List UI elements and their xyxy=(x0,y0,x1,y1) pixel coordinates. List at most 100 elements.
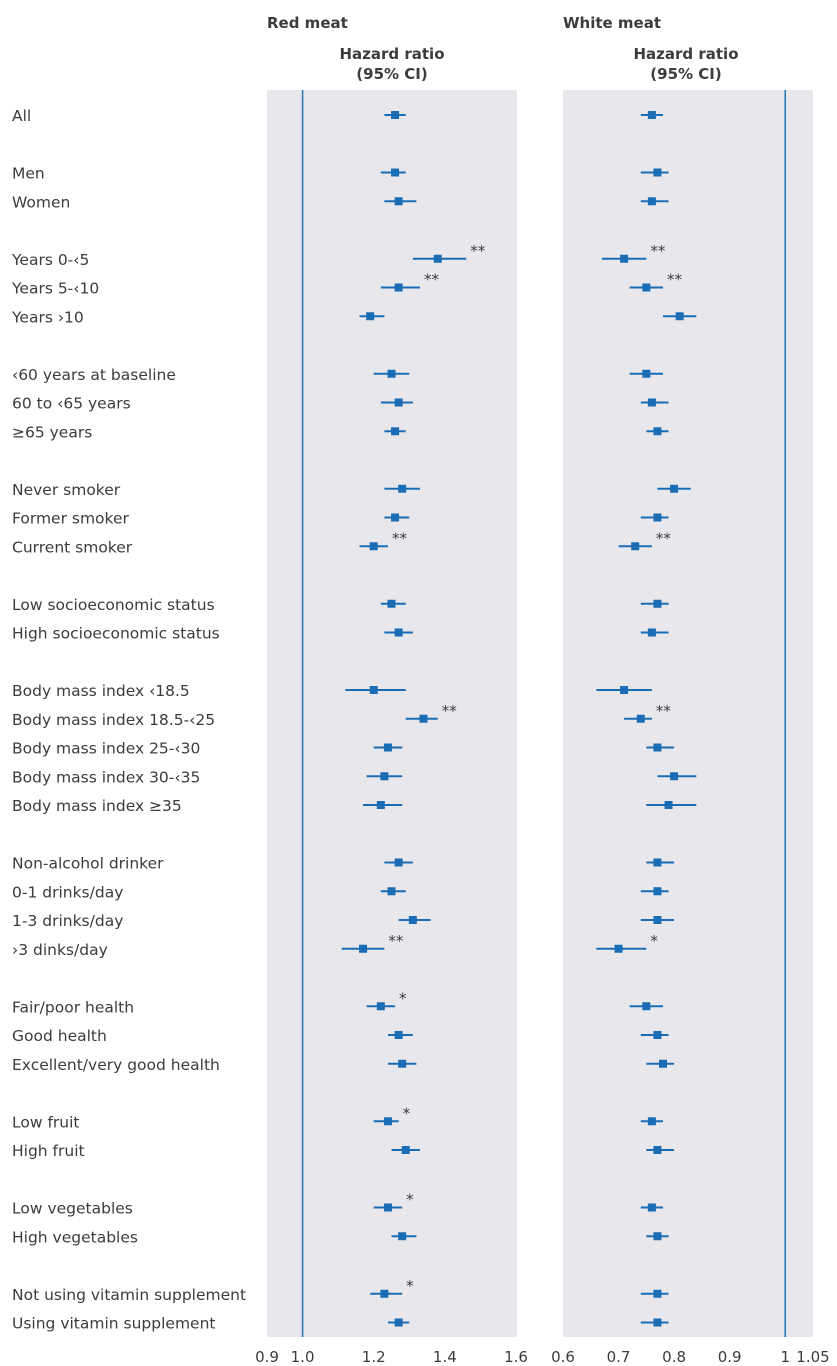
estimate-marker xyxy=(642,369,651,378)
estimate-marker xyxy=(653,427,662,436)
row-label: Years 5-‹10 xyxy=(11,280,99,298)
row-label: ‹60 years at baseline xyxy=(12,366,176,384)
estimate-marker xyxy=(653,743,662,752)
row-label: 60 to ‹65 years xyxy=(12,395,131,413)
significance-marker: ** xyxy=(656,529,672,547)
significance-marker: ** xyxy=(656,702,672,720)
estimate-marker xyxy=(642,283,651,292)
tick-label: 1.05 xyxy=(796,1348,829,1366)
estimate-marker xyxy=(670,484,679,493)
estimate-marker xyxy=(398,1232,407,1241)
row-label: Not using vitamin supplement xyxy=(12,1286,246,1304)
row-label: Body mass index 30-‹35 xyxy=(12,768,200,786)
row-label: High socioeconomic status xyxy=(12,625,220,643)
significance-marker: ** xyxy=(442,702,458,720)
estimate-marker xyxy=(391,427,400,436)
estimate-marker xyxy=(394,1031,403,1039)
estimate-marker xyxy=(401,1146,410,1154)
panel-background-1 xyxy=(563,90,813,1337)
estimate-marker xyxy=(433,254,442,263)
estimate-marker xyxy=(647,1203,656,1212)
estimate-marker xyxy=(642,1002,651,1011)
row-label: Years 0-‹5 xyxy=(11,251,89,269)
significance-marker: ** xyxy=(392,529,408,547)
row-label: Current smoker xyxy=(12,538,133,556)
row-label: Body mass index ‹18.5 xyxy=(12,682,190,700)
tick-label: 1.6 xyxy=(504,1348,528,1366)
estimate-marker xyxy=(366,312,375,321)
estimate-marker xyxy=(383,1117,392,1126)
estimate-marker xyxy=(383,743,392,752)
header-label: (95% CI) xyxy=(650,65,721,83)
estimate-marker xyxy=(647,1117,656,1126)
header-label: (95% CI) xyxy=(356,65,427,83)
header-label: Hazard ratio xyxy=(633,45,738,63)
estimate-marker xyxy=(675,312,684,321)
tick-label: 1 xyxy=(780,1348,790,1366)
estimate-marker xyxy=(376,1002,385,1011)
estimate-marker xyxy=(380,1289,389,1298)
row-label: Body mass index 18.5-‹25 xyxy=(12,711,215,729)
significance-marker: ** xyxy=(667,271,683,289)
estimate-marker xyxy=(653,916,662,924)
tick-label: 1.0 xyxy=(291,1348,315,1366)
row-label: Good health xyxy=(12,1027,107,1045)
significance-marker: ** xyxy=(424,271,440,289)
estimate-marker xyxy=(369,542,378,551)
estimate-marker xyxy=(647,628,656,637)
tick-label: 1.4 xyxy=(433,1348,457,1366)
row-label: Body mass index ≥35 xyxy=(12,797,182,815)
estimate-marker xyxy=(659,1059,667,1068)
significance-marker: ** xyxy=(470,242,486,260)
estimate-marker xyxy=(653,599,662,608)
significance-marker: ** xyxy=(388,932,404,950)
estimate-marker xyxy=(631,542,640,551)
row-label: Former smoker xyxy=(12,510,129,528)
row-label: Women xyxy=(12,193,70,211)
row-label: Men xyxy=(12,165,45,183)
row-label: Body mass index 25-‹30 xyxy=(12,740,200,758)
estimate-marker xyxy=(387,887,396,896)
row-label: Low fruit xyxy=(12,1113,80,1131)
estimate-marker xyxy=(380,772,389,781)
row-label: Low socioeconomic status xyxy=(12,596,215,614)
estimate-marker xyxy=(369,686,378,694)
row-label: All xyxy=(12,107,31,125)
panel-title: Red meat xyxy=(267,14,348,32)
estimate-marker xyxy=(394,283,403,292)
estimate-marker xyxy=(391,111,400,119)
tick-label: 1.2 xyxy=(362,1348,386,1366)
estimate-marker xyxy=(394,1318,403,1327)
header-label: Hazard ratio xyxy=(339,45,444,63)
row-label: Fair/poor health xyxy=(12,998,134,1016)
estimate-marker xyxy=(620,686,629,694)
row-label: ≥65 years xyxy=(12,423,92,441)
estimate-marker xyxy=(387,369,396,378)
estimate-marker xyxy=(419,714,428,723)
estimate-marker xyxy=(394,197,403,206)
tick-label: 0.9 xyxy=(718,1348,742,1366)
row-label: 1-3 drinks/day xyxy=(12,912,123,930)
significance-marker: * xyxy=(399,989,407,1007)
row-label: ›3 dinks/day xyxy=(12,941,108,959)
estimate-marker xyxy=(653,887,662,896)
estimate-marker xyxy=(394,858,403,867)
row-label: Years ›10 xyxy=(11,308,84,326)
significance-marker: * xyxy=(406,1191,414,1209)
estimate-marker xyxy=(653,1289,662,1298)
estimate-marker xyxy=(670,772,679,781)
estimate-marker xyxy=(391,168,400,177)
estimate-marker xyxy=(653,513,662,522)
significance-marker: ** xyxy=(650,242,666,260)
estimate-marker xyxy=(653,1232,662,1241)
estimate-marker xyxy=(408,916,417,924)
row-label: Never smoker xyxy=(12,481,121,499)
estimate-marker xyxy=(664,801,673,809)
estimate-marker xyxy=(653,1146,662,1154)
estimate-marker xyxy=(653,1031,662,1039)
tick-label: 0.9 xyxy=(255,1348,279,1366)
estimate-marker xyxy=(398,484,407,493)
estimate-marker xyxy=(614,944,623,953)
estimate-marker xyxy=(636,714,645,723)
panel-background-0 xyxy=(267,90,517,1337)
